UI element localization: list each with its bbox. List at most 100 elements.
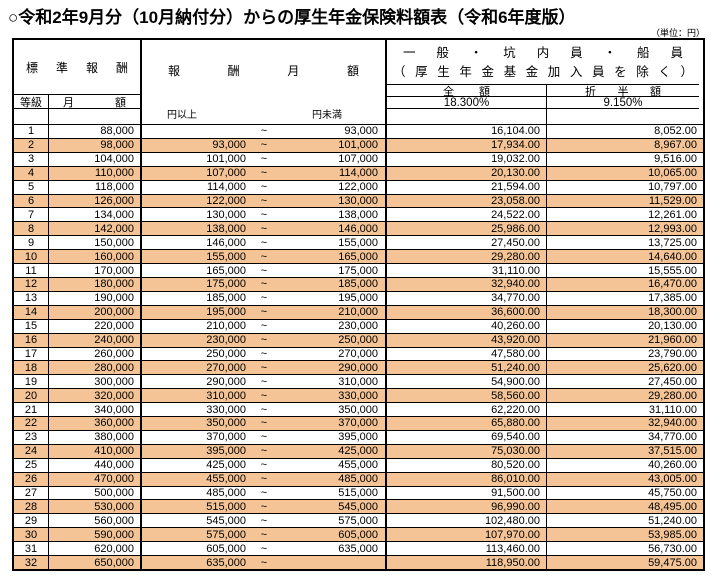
range-tilde-icon: ~ <box>260 445 268 458</box>
monthly-amount-cell: 410,000 <box>49 444 142 458</box>
range-upper: 350,000 <box>338 403 378 416</box>
monthly-amount-cell: 160,000 <box>49 250 142 264</box>
range-upper: 130,000 <box>338 194 378 207</box>
header-group-line2: （厚生年金基金加入員を除く） <box>393 65 693 79</box>
full-premium-cell: 91,500.00 <box>387 486 547 500</box>
grade-cell: 27 <box>14 486 49 500</box>
grade-cell: 25 <box>14 458 49 472</box>
range-upper: 114,000 <box>339 167 378 180</box>
range-tilde-icon: ~ <box>260 514 268 527</box>
monthly-amount-cell: 170,000 <box>49 264 142 277</box>
header-grade: 等級 <box>14 95 49 109</box>
full-premium-cell: 54,900.00 <box>387 375 547 389</box>
range-tilde-icon: ~ <box>260 361 268 374</box>
range-tilde-icon: ~ <box>260 403 268 416</box>
grade-cell: 17 <box>14 347 49 361</box>
range-lower: 545,000 <box>206 514 246 527</box>
full-premium-cell: 118,950.00 <box>387 556 547 569</box>
monthly-amount-cell: 500,000 <box>49 486 142 500</box>
remuneration-range-cell: ~93,000 <box>142 125 387 138</box>
range-tilde-icon: ~ <box>260 153 268 166</box>
range-upper: 330,000 <box>338 389 378 402</box>
range-upper: 185,000 <box>338 278 378 291</box>
remuneration-range-cell: 122,000 ~130,000 <box>142 194 387 208</box>
range-lower: 350,000 <box>206 417 246 430</box>
header-half-rate: 9.150% <box>547 97 699 109</box>
grade-cell: 7 <box>14 208 49 222</box>
remuneration-range-cell: 210,000 ~230,000 <box>142 319 387 333</box>
grade-cell: 22 <box>14 417 49 430</box>
range-lower: 270,000 <box>206 361 246 374</box>
remuneration-range-cell: 350,000 ~370,000 <box>142 417 387 430</box>
range-lower: 130,000 <box>206 208 246 221</box>
full-premium-cell: 58,560.00 <box>387 389 547 403</box>
range-lower: 93,000 <box>212 139 246 152</box>
grade-cell: 21 <box>14 403 49 417</box>
range-tilde-icon: ~ <box>260 194 268 207</box>
remuneration-range-cell: 310,000 ~330,000 <box>142 389 387 403</box>
table-row: 13 190,000 185,000 ~195,000 34,770.00 17,385.… <box>14 290 703 305</box>
range-tilde-icon: ~ <box>260 264 268 277</box>
remuneration-range-cell: 138,000 ~146,000 <box>142 222 387 236</box>
table-row: 10 160,000 155,000 ~165,000 29,280.00 14,640.… <box>14 249 703 264</box>
half-premium-cell: 11,529.00 <box>648 194 697 207</box>
range-lower: 165,000 <box>206 264 246 277</box>
range-upper: 455,000 <box>338 459 378 472</box>
range-lower: 146,000 <box>206 236 246 249</box>
table-row: 3 104,000 101,000 ~107,000 19,032.00 9,516.00 <box>14 151 703 166</box>
monthly-amount-cell: 126,000 <box>49 194 142 208</box>
half-premium-cell: 53,985.00 <box>648 528 697 541</box>
range-upper: 138,000 <box>338 208 378 221</box>
half-premium-cell: 45,750.00 <box>648 487 697 500</box>
half-premium-cell: 21,960.00 <box>648 334 697 347</box>
full-premium-cell: 62,220.00 <box>387 403 547 417</box>
full-premium-cell: 31,110.00 <box>387 264 547 277</box>
table-row: 25 440,000 425,000 ~455,000 80,520.00 40,260.… <box>14 457 703 472</box>
range-lower: 210,000 <box>206 320 246 333</box>
grade-cell: 30 <box>14 528 49 542</box>
table-row: 6 126,000 122,000 ~130,000 23,058.00 11,529.0… <box>14 193 703 208</box>
full-premium-cell: 80,520.00 <box>387 458 547 472</box>
range-tilde-icon: ~ <box>260 306 268 319</box>
grade-cell: 5 <box>14 180 49 194</box>
header-standard-remuneration: 標準報酬 <box>14 40 142 95</box>
monthly-amount-cell: 142,000 <box>49 222 142 236</box>
table-row: 7 134,000 130,000 ~138,000 24,522.00 12,261.0… <box>14 207 703 222</box>
range-tilde-icon: ~ <box>260 389 268 402</box>
monthly-amount-cell: 650,000 <box>49 556 142 569</box>
premium-table: 標準報酬 等級 月額 報酬月額 円以上 円未満 一般・坑内員・船員 （厚生年金基… <box>12 38 705 571</box>
monthly-amount-cell: 104,000 <box>49 152 142 166</box>
range-tilde-icon: ~ <box>260 375 268 388</box>
monthly-amount-cell: 340,000 <box>49 403 142 417</box>
remuneration-range-cell: 175,000 ~185,000 <box>142 277 387 291</box>
monthly-amount-cell: 260,000 <box>49 347 142 361</box>
table-row: 22 360,000 350,000 ~370,000 65,880.00 32,940.… <box>14 416 703 430</box>
table-row: 30 590,000 575,000 ~605,000 107,970.00 53,985… <box>14 527 703 542</box>
page-title: ○令和2年9月分（10月納付分）からの厚生年金保険料額表（令和6年度版） <box>8 8 576 27</box>
range-tilde-icon: ~ <box>260 473 268 486</box>
half-premium-cell: 56,730.00 <box>648 542 697 555</box>
table-row: 15 220,000 210,000 ~230,000 40,260.00 20,130.… <box>14 318 703 333</box>
table-row: 17 260,000 250,000 ~270,000 47,580.00 23,790.… <box>14 346 703 361</box>
monthly-amount-cell: 320,000 <box>49 389 142 403</box>
range-lower: 250,000 <box>206 347 246 360</box>
grade-cell: 23 <box>14 430 49 444</box>
full-premium-cell: 16,104.00 <box>387 125 547 138</box>
half-premium-cell: 13,725.00 <box>648 236 697 249</box>
full-premium-cell: 107,970.00 <box>387 528 547 542</box>
range-tilde-icon: ~ <box>260 417 268 430</box>
monthly-amount-cell: 280,000 <box>49 361 142 375</box>
range-upper: 165,000 <box>338 250 378 263</box>
half-premium-cell: 20,130.00 <box>648 320 697 333</box>
grade-cell: 31 <box>14 542 49 556</box>
half-premium-cell: 59,475.00 <box>648 556 697 569</box>
half-premium-cell: 8,052.00 <box>654 125 697 138</box>
range-upper: 175,000 <box>338 264 378 277</box>
remuneration-range-cell: 290,000 ~310,000 <box>142 375 387 389</box>
range-upper: 195,000 <box>338 292 378 305</box>
range-upper: 395,000 <box>338 431 378 444</box>
monthly-amount-cell: 180,000 <box>49 277 142 291</box>
range-upper: 122,000 <box>338 181 378 194</box>
range-lower: 635,000 <box>206 556 246 569</box>
header-yen-lower-label: 円以上 <box>167 110 197 121</box>
